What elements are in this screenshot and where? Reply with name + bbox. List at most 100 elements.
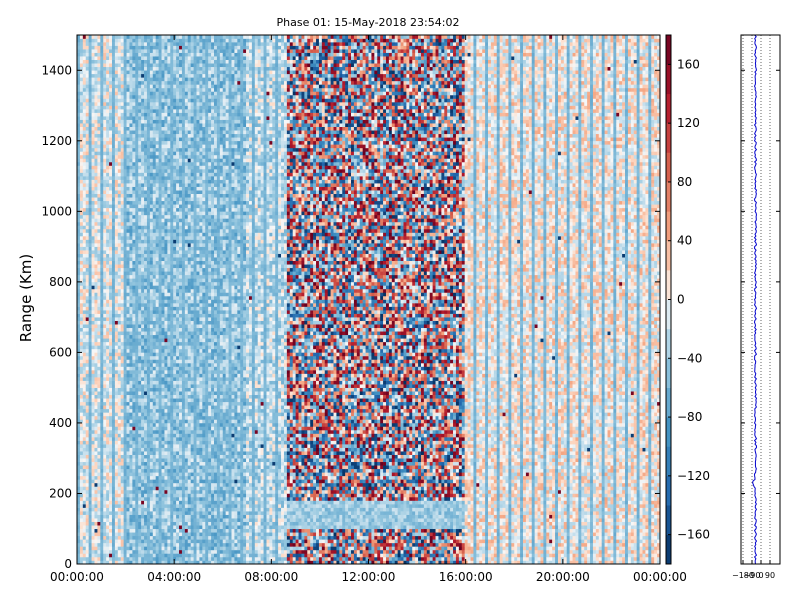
heatmap-cell: [161, 525, 165, 530]
heatmap-cell: [138, 387, 142, 392]
heatmap-cell: [94, 458, 98, 463]
heatmap-cell: [85, 514, 89, 519]
heatmap-cell: [85, 207, 89, 212]
heatmap-cell: [100, 317, 104, 321]
heatmap-cell: [79, 458, 84, 463]
heatmap-cell: [132, 278, 136, 283]
heatmap-cell: [100, 387, 104, 392]
heatmap-cell: [91, 419, 95, 424]
heatmap-cell: [146, 560, 151, 565]
heatmap-cell: [100, 77, 104, 82]
heatmap-cell: [146, 401, 151, 406]
heatmap-cell: [170, 521, 174, 526]
heatmap-cell: [138, 38, 142, 43]
heatmap-cell: [94, 66, 98, 71]
heatmap-cell: [79, 70, 84, 75]
heatmap-cell: [109, 211, 113, 216]
heatmap-cell: [152, 73, 156, 78]
heatmap-cell: [100, 514, 104, 519]
heatmap-cell: [82, 348, 87, 353]
heatmap-cell: [114, 398, 119, 403]
heatmap-cell: [114, 221, 119, 226]
heatmap-cell: [103, 257, 107, 262]
heatmap-cell: [149, 161, 154, 166]
heatmap-cell: [170, 179, 174, 184]
heatmap-cell: [149, 109, 154, 113]
heatmap-cell: [152, 243, 156, 247]
heatmap-cell: [109, 151, 113, 156]
heatmap-cell: [158, 458, 162, 463]
heatmap-cell: [91, 387, 95, 392]
heatmap-cell: [103, 366, 107, 371]
heatmap-cell: [109, 511, 113, 515]
heatmap-cell: [91, 243, 95, 247]
heatmap-cell: [123, 179, 127, 184]
heatmap-cell: [114, 73, 119, 78]
heatmap-cell: [111, 52, 116, 57]
heatmap-cell: [109, 331, 113, 336]
heatmap-cell: [111, 461, 116, 466]
heatmap-cell: [103, 119, 107, 124]
heatmap-cell: [88, 447, 92, 452]
heatmap-cell: [173, 475, 177, 480]
heatmap-cell: [91, 327, 95, 332]
heatmap-cell: [94, 299, 98, 304]
heatmap-cell: [82, 306, 87, 311]
heatmap-cell: [141, 489, 145, 494]
heatmap-cell: [85, 56, 89, 60]
heatmap-cell: [85, 451, 89, 455]
heatmap-cell: [152, 87, 156, 92]
heatmap-cell: [161, 144, 165, 149]
heatmap-cell: [82, 172, 87, 177]
heatmap-cell: [164, 377, 168, 381]
heatmap-cell: [103, 250, 107, 254]
heatmap-cell: [114, 320, 119, 325]
heatmap-cell: [138, 532, 142, 537]
heatmap-cell: [94, 190, 98, 194]
heatmap-cell: [97, 144, 101, 149]
heatmap-cell: [100, 250, 104, 254]
heatmap-cell: [141, 236, 145, 240]
heatmap-cell: [82, 264, 87, 269]
heatmap-cell: [117, 366, 122, 371]
heatmap-cell: [129, 225, 133, 230]
heatmap-cell: [152, 525, 156, 530]
heatmap-cell: [129, 387, 133, 392]
heatmap-cell: [129, 179, 133, 184]
heatmap-cell: [152, 496, 156, 501]
heatmap-cell: [77, 42, 81, 46]
heatmap-cell: [155, 140, 159, 145]
heatmap-cell: [109, 225, 113, 230]
heatmap-cell: [167, 380, 171, 385]
heatmap-cell: [135, 250, 139, 254]
heatmap-cell: [88, 176, 92, 180]
heatmap-cell: [97, 401, 101, 406]
heatmap-cell: [114, 278, 119, 283]
heatmap-cell: [88, 489, 92, 494]
heatmap-cell: [155, 257, 159, 262]
heatmap-cell: [135, 331, 139, 336]
heatmap-cell: [85, 52, 89, 57]
heatmap-cell: [167, 137, 171, 142]
heatmap-cell: [94, 176, 98, 180]
heatmap-cell: [155, 451, 159, 455]
heatmap-cell: [149, 186, 154, 191]
heatmap-cell: [123, 500, 127, 505]
heatmap-cell: [135, 116, 139, 120]
heatmap-cell: [146, 539, 151, 544]
heatmap-cell: [149, 331, 154, 336]
heatmap-cell: [85, 116, 89, 120]
heatmap-cell: [85, 306, 89, 311]
heatmap-cell: [126, 274, 130, 279]
heatmap-cell: [164, 528, 168, 533]
heatmap-cell: [132, 303, 136, 307]
heatmap-cell: [132, 158, 136, 163]
heatmap-cell: [123, 313, 127, 318]
heatmap-cell: [155, 183, 159, 187]
heatmap-cell: [111, 401, 116, 406]
heatmap-cell: [173, 549, 177, 554]
heatmap-cell: [167, 528, 171, 533]
heatmap-cell: [106, 169, 110, 173]
heatmap-cell: [167, 232, 171, 237]
heatmap-cell: [91, 355, 95, 360]
